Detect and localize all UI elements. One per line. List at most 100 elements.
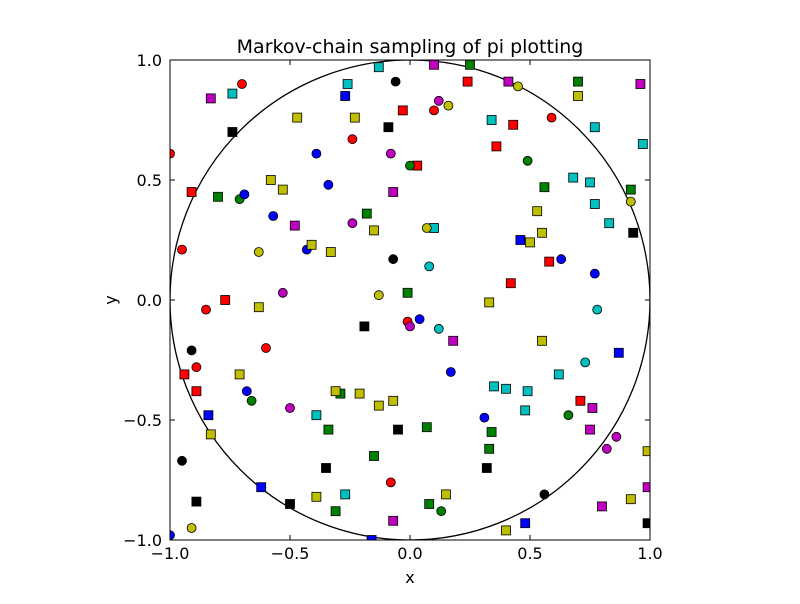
data-point: [625, 494, 636, 505]
data-point: [587, 403, 598, 413]
data-point: [306, 239, 317, 250]
data-point: [388, 254, 399, 265]
data-point: [484, 297, 495, 308]
x-axis-label: x: [405, 568, 414, 587]
data-point: [311, 410, 322, 421]
data-point: [573, 76, 583, 87]
data-point: [390, 76, 401, 87]
data-point: [373, 400, 384, 411]
data-point: [393, 424, 403, 435]
y-tick-label: −0.5: [123, 411, 162, 430]
data-point: [525, 237, 535, 248]
data-point: [625, 184, 636, 195]
data-point: [537, 227, 547, 238]
x-tick-label: 0.5: [517, 544, 542, 563]
data-point: [642, 482, 650, 493]
data-point: [505, 278, 516, 289]
data-point: [539, 489, 550, 500]
data-point: [385, 148, 396, 159]
data-point: [501, 525, 511, 536]
data-point: [513, 81, 523, 92]
axes: −1.0 −0.5 0.0 0.5 1.0 −1.0 −0.5 0.0 0.5 1.0: [123, 51, 663, 563]
data-point: [520, 518, 531, 529]
y-axis-label: y: [101, 295, 120, 304]
data-point: [601, 443, 612, 454]
data-point: [361, 208, 372, 219]
data-point: [448, 335, 459, 346]
data-point: [436, 506, 447, 517]
data-point: [546, 112, 557, 123]
data-point: [585, 177, 595, 188]
data-point: [289, 220, 300, 231]
data-point: [429, 60, 439, 70]
x-tick-label: 1.0: [637, 544, 662, 563]
data-point: [265, 175, 276, 185]
data-point: [237, 79, 247, 89]
y-tick-label: 0.0: [137, 291, 162, 310]
data-point: [424, 261, 435, 272]
data-point: [642, 446, 650, 457]
data-point: [484, 443, 495, 454]
data-point: [388, 515, 399, 526]
data-point: [508, 119, 519, 130]
data-point: [465, 60, 475, 70]
data-point: [489, 381, 499, 392]
data-point: [323, 179, 334, 190]
data-point: [556, 254, 567, 265]
data-point: [330, 386, 341, 397]
data-point: [323, 424, 334, 435]
data-point: [585, 424, 595, 435]
data-point: [349, 112, 360, 123]
data-point: [311, 491, 322, 502]
data-point: [501, 383, 511, 394]
data-point: [522, 386, 533, 397]
data-point: [342, 79, 353, 89]
data-point: [256, 482, 267, 493]
data-point: [642, 518, 650, 529]
data-point: [311, 148, 322, 159]
data-point: [589, 268, 600, 279]
data-point: [347, 218, 358, 229]
y-tick-label: −1.0: [123, 531, 162, 550]
data-point: [388, 395, 399, 406]
data-point: [205, 429, 216, 440]
data-point: [227, 127, 238, 137]
x-tick-label: −0.5: [271, 544, 310, 563]
data-point: [625, 196, 636, 207]
data-point: [191, 362, 202, 373]
plot-area: [170, 60, 650, 540]
data-point: [373, 290, 384, 301]
data-point: [369, 451, 379, 461]
data-point: [421, 223, 432, 233]
data-point: [575, 395, 586, 406]
data-point: [563, 410, 574, 421]
data-point: [405, 160, 415, 171]
data-point: [186, 523, 197, 533]
data-point: [325, 247, 336, 257]
data-point: [186, 345, 197, 356]
data-point: [445, 367, 456, 377]
data-point: [321, 463, 331, 473]
data-point: [268, 211, 279, 221]
data-point: [491, 141, 502, 152]
data-point: [369, 225, 379, 236]
data-point: [340, 91, 351, 101]
data-point: [405, 321, 415, 332]
data-point: [421, 422, 432, 433]
data-point: [532, 206, 543, 217]
data-point: [433, 323, 444, 334]
data-point: [515, 235, 526, 245]
data-point: [544, 256, 555, 267]
data-point: [553, 369, 564, 380]
data-point: [170, 148, 175, 159]
data-point: [170, 530, 175, 540]
data-point: [611, 431, 622, 442]
data-point: [539, 182, 550, 193]
data-point: [628, 227, 639, 238]
data-point: [481, 463, 492, 473]
data-point: [213, 191, 223, 202]
data-point: [388, 187, 399, 197]
data-point: [613, 347, 624, 358]
data-point: [234, 369, 245, 380]
